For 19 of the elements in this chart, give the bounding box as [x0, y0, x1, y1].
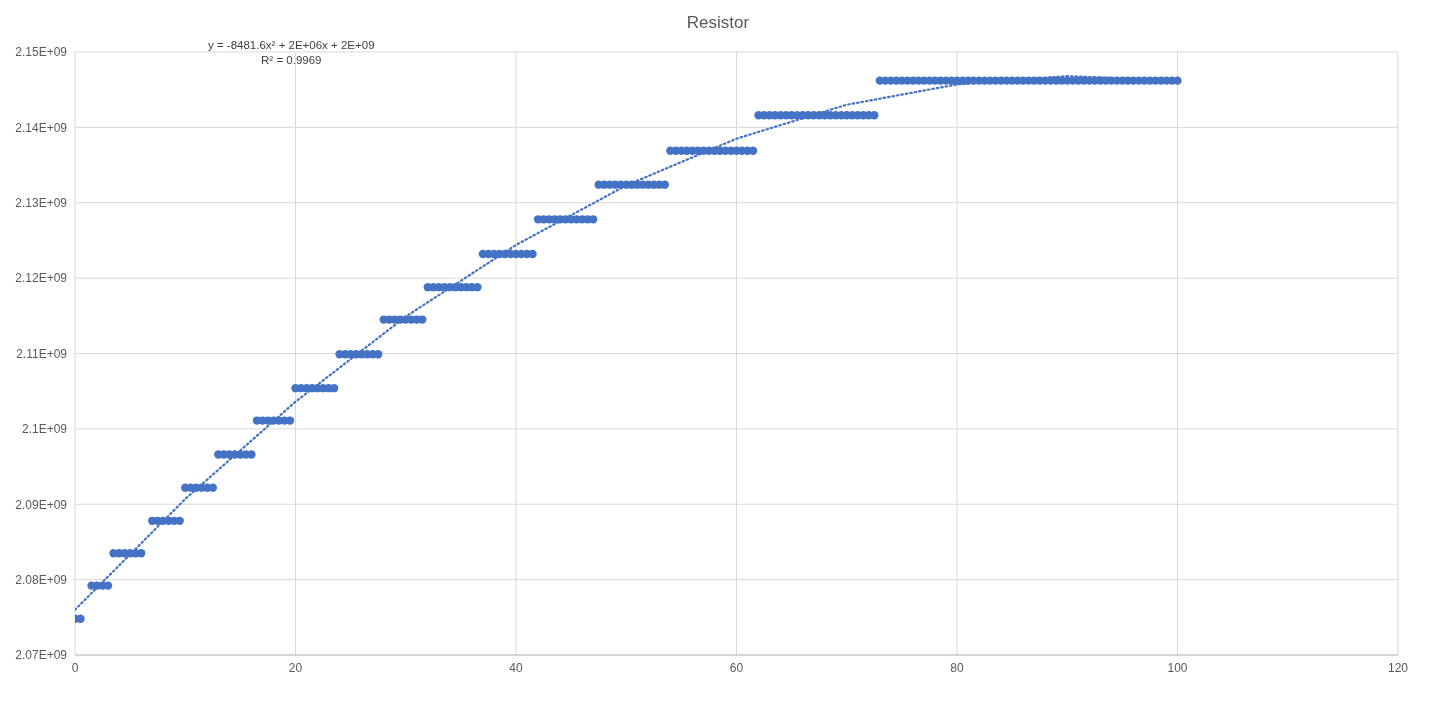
x-tick-label: 100 [1167, 660, 1188, 675]
x-tick-label: 0 [71, 660, 79, 675]
x-tick-label: 20 [288, 660, 303, 675]
annotation: R² = 0.9969 [260, 53, 323, 68]
y-tick-label: 2.14E+09 [15, 120, 68, 135]
x-tick-label: 120 [1387, 660, 1409, 675]
y-tick-label: 2.11E+09 [16, 346, 68, 361]
x-tick-label: 40 [509, 660, 523, 675]
y-tick-label: 2.13E+09 [15, 196, 68, 211]
y-tick-label: 2.15E+09 [15, 45, 68, 60]
x-tick-label: 60 [729, 660, 744, 675]
chart-title: Resistor [685, 12, 751, 34]
y-tick-label: 2.09E+09 [15, 497, 68, 512]
x-tick-label: 80 [950, 660, 964, 675]
y-tick-label: 2.07E+09 [15, 648, 68, 663]
y-tick-label: 2.12E+09 [15, 271, 68, 286]
text: y = -8481.6x² + 2E+06x + 2E+09 [208, 38, 375, 53]
y-tick-label: 2.1E+09 [21, 422, 68, 437]
y-tick-label: 2.08E+09 [15, 572, 68, 587]
